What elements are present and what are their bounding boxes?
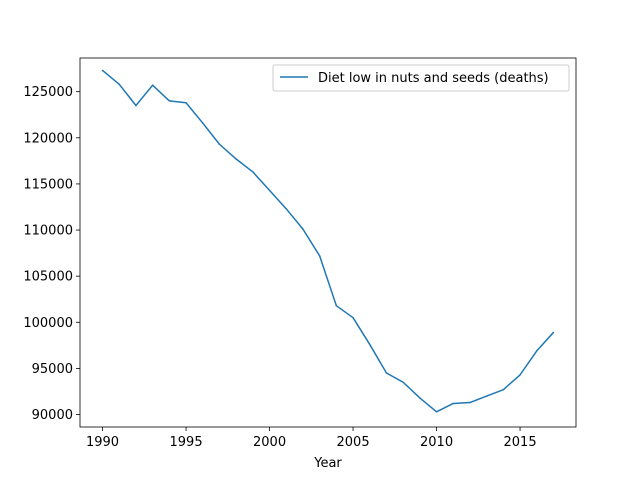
data-point (268, 189, 271, 192)
x-axis-label: Year (313, 456, 342, 471)
x-tick-label: 2000 (253, 435, 286, 450)
data-point (552, 331, 555, 334)
data-point (469, 401, 471, 404)
y-tick-label: 100000 (23, 316, 73, 331)
y-tick-label: 125000 (23, 85, 73, 100)
data-point (419, 397, 421, 399)
y-tick-label: 90000 (32, 408, 73, 423)
legend-label: Diet low in nuts and seeds (deaths) (318, 71, 549, 86)
data-point (485, 395, 488, 397)
x-axis: 1990 1995 2000 2005 2010 2015 (86, 427, 537, 450)
y-tick-label: 105000 (23, 270, 73, 285)
data-point (101, 69, 104, 72)
x-tick-label: 2015 (504, 435, 537, 450)
data-point (452, 402, 455, 405)
y-axis: 90000 95000 100000 105000 110000 115000 120000… (23, 85, 80, 423)
data-point (536, 350, 538, 352)
plot-frame (79, 57, 577, 428)
data-point (318, 255, 321, 257)
legend: Diet low in nuts and seeds (deaths) (272, 64, 570, 92)
data-point (168, 100, 171, 102)
y-tick-label: 120000 (23, 131, 73, 146)
data-point (302, 228, 304, 230)
data-point (335, 304, 338, 307)
data-point (151, 84, 154, 86)
data-point (201, 122, 204, 124)
data-point (252, 171, 254, 173)
x-tick-label: 1995 (170, 435, 203, 450)
series-points (101, 69, 555, 413)
x-tick-label: 2005 (337, 435, 370, 450)
data-point (185, 101, 187, 104)
data-point (118, 83, 120, 86)
data-point (352, 316, 354, 319)
x-tick-label: 2010 (420, 435, 453, 450)
plot-area (80, 58, 576, 427)
y-tick-label: 110000 (23, 224, 73, 239)
data-point (402, 381, 404, 384)
data-point (519, 374, 521, 376)
y-tick-label: 115000 (23, 177, 73, 192)
data-point (235, 158, 237, 160)
legend-box (272, 64, 570, 92)
x-tick-label: 1990 (86, 435, 119, 450)
data-point (285, 208, 287, 210)
data-point (502, 388, 505, 391)
series-line (102, 69, 555, 413)
data-point (385, 372, 388, 374)
data-point (135, 104, 137, 107)
data-point (218, 143, 221, 146)
data-point (369, 343, 371, 346)
y-tick-label: 95000 (32, 362, 73, 377)
data-point (435, 411, 438, 413)
